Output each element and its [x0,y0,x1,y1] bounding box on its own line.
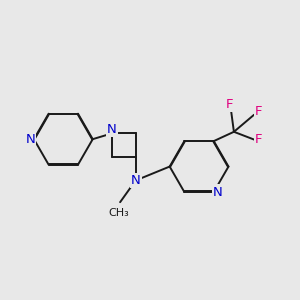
Text: N: N [213,185,222,199]
Text: F: F [255,133,262,146]
Text: F: F [226,98,233,111]
Text: CH₃: CH₃ [108,208,129,218]
Text: N: N [131,174,140,187]
Text: N: N [107,123,117,136]
Text: F: F [255,105,262,118]
Text: N: N [25,133,35,146]
